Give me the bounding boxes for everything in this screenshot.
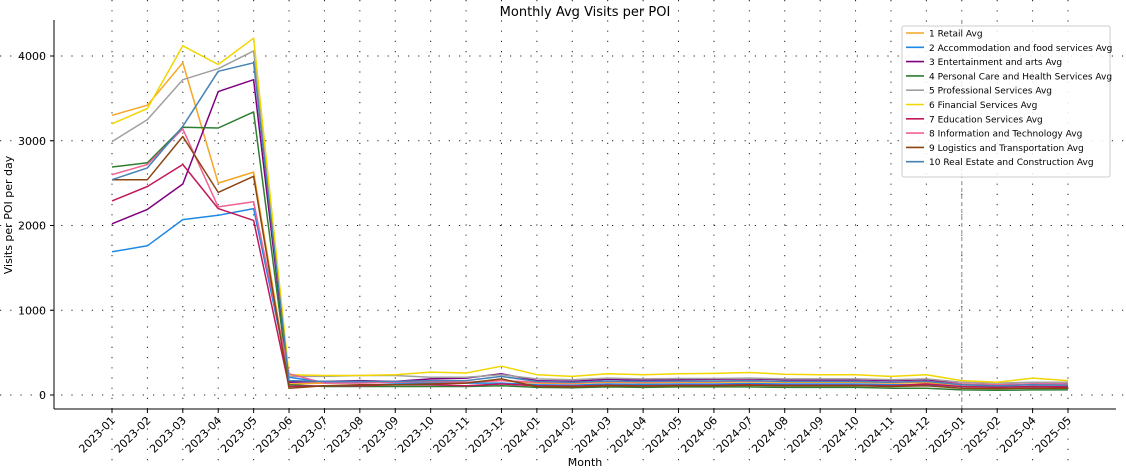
legend-entry-label: 1 Retail Avg <box>929 30 983 40</box>
series-line <box>111 62 1069 387</box>
legend-entry-label: 9 Logistics and Transportation Avg <box>929 144 1084 154</box>
series-line <box>111 78 1068 386</box>
series-line <box>111 207 1068 388</box>
legend-entry-label: 4 Personal Care and Health Services Avg <box>929 72 1112 82</box>
legend-entry-label: 6 Financial Services Avg <box>929 101 1037 111</box>
legend-entry-label: 2 Accommodation and food services Avg <box>929 44 1112 54</box>
legend-entry-label: 7 Education Services Avg <box>929 115 1043 125</box>
series-line <box>112 135 1068 390</box>
series-line <box>111 111 1068 392</box>
legend-entry-label: 8 Information and Technology Avg <box>929 130 1082 140</box>
series-lines <box>111 37 1069 392</box>
series-line <box>111 37 1069 384</box>
legend-entry-label: 3 Entertainment and arts Avg <box>929 58 1062 68</box>
y-tick-label: 0 <box>39 389 46 402</box>
chart-title: Monthly Avg Visits per POI <box>500 5 671 20</box>
legend: 1 Retail Avg 2 Accommodation and food ser… <box>901 25 1112 178</box>
y-tick-label: 1000 <box>18 304 46 317</box>
legend-entry-label: 10 Real Estate and Construction Avg <box>929 158 1094 168</box>
x-axis-label: Month <box>568 456 603 469</box>
y-tick-label: 4000 <box>18 50 46 63</box>
y-axis-label: Visits per POI per day <box>2 155 15 274</box>
series-line <box>111 50 1068 384</box>
legend-box <box>901 25 1111 178</box>
series-line <box>111 163 1069 389</box>
y-tick-label: 2000 <box>18 220 46 233</box>
legend-entry-label: 5 Professional Services Avg <box>929 87 1052 97</box>
y-tick-label: 3000 <box>18 135 46 148</box>
